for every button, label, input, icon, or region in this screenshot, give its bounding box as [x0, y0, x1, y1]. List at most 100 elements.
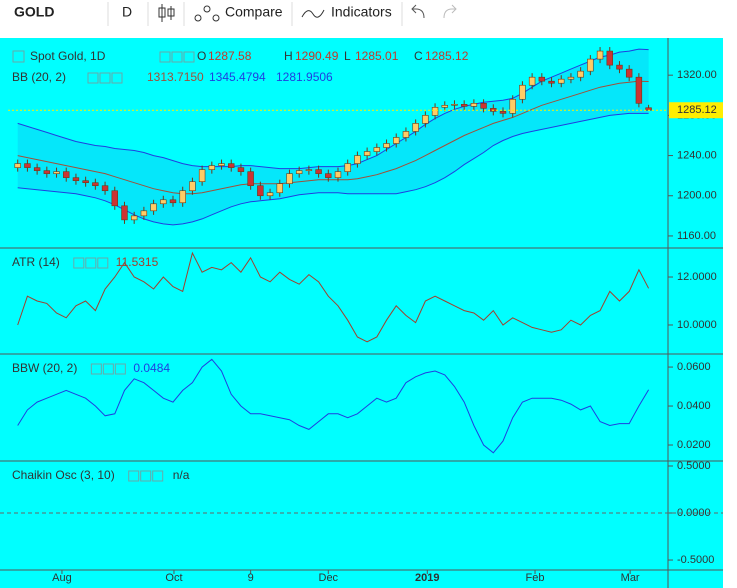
- candle-body: [334, 171, 342, 178]
- candle-body: [295, 170, 303, 174]
- indicator-name: ATR (14): [12, 255, 60, 269]
- ohlc-prefix: O: [197, 49, 206, 63]
- legend-icon-button[interactable]: [159, 51, 171, 63]
- last-price-label: 1285.12: [677, 104, 717, 116]
- legend-icon-button[interactable]: [90, 363, 102, 375]
- candle-body: [237, 167, 245, 172]
- candle-body: [82, 180, 89, 183]
- ohlc-value: 1285.12: [425, 49, 469, 63]
- candle-body: [315, 169, 322, 174]
- chart-area: [0, 38, 723, 588]
- candle-body: [402, 131, 410, 138]
- legend-icon-button[interactable]: [114, 363, 126, 375]
- compare-icon[interactable]: [194, 5, 220, 22]
- candle-body: [198, 169, 206, 182]
- candle-body: [354, 155, 361, 164]
- candle-body: [587, 58, 594, 72]
- indicator-value: 1281.9506: [276, 70, 333, 84]
- candle-body: [528, 76, 536, 86]
- x-tick-label: Aug: [52, 572, 72, 584]
- candle-body: [567, 76, 575, 80]
- candle-body: [247, 171, 254, 187]
- candle-body: [363, 151, 371, 156]
- y-tick-label: 1240.00: [677, 149, 717, 161]
- candle-body: [616, 64, 623, 70]
- toolbar: [0, 0, 737, 30]
- indicators-icon[interactable]: [301, 9, 325, 18]
- undo-button[interactable]: [411, 4, 425, 19]
- interval[interactable]: D: [122, 4, 132, 20]
- legend-icon-button[interactable]: [140, 470, 152, 482]
- indicator-line: [17, 251, 650, 343]
- candle-body: [63, 171, 70, 178]
- candle-body: [412, 123, 419, 132]
- legend-icon-button[interactable]: [171, 51, 183, 63]
- candle-body: [53, 171, 60, 174]
- candle-body: [111, 190, 118, 207]
- ohlc-value: 1290.49: [295, 49, 339, 63]
- legend-icon-button[interactable]: [85, 257, 97, 269]
- legend-icon-button[interactable]: [128, 470, 140, 482]
- x-tick-label: Mar: [621, 572, 640, 584]
- candle-body: [160, 199, 167, 205]
- legend-icon-button[interactable]: [183, 51, 195, 63]
- y-tick-label: 0.0200: [677, 439, 711, 451]
- candle-body: [538, 76, 546, 82]
- y-tick-label: 0.0400: [677, 400, 711, 412]
- legend-icon-button[interactable]: [73, 257, 85, 269]
- y-tick-label: 0.0600: [677, 361, 711, 373]
- candle-body: [344, 163, 351, 172]
- candle-body: [596, 50, 604, 60]
- candle-body: [451, 104, 458, 106]
- legend-icon-button[interactable]: [111, 72, 123, 84]
- candle-body: [140, 210, 148, 217]
- redo-button[interactable]: [443, 4, 457, 19]
- candle-body: [548, 80, 555, 84]
- candle-body: [558, 78, 565, 84]
- candle-body: [43, 170, 51, 174]
- candle-body: [189, 181, 196, 192]
- symbol[interactable]: GOLD: [14, 4, 54, 20]
- legend-icon-button[interactable]: [99, 72, 111, 84]
- legend-layer: Spot Gold, 1D O 1287.58 H 1290.49 L 1285.01 C 12…: [12, 49, 469, 482]
- indicator-value: 0.0484: [133, 361, 170, 375]
- chart-style-icon[interactable]: [158, 4, 175, 22]
- candle-body: [625, 68, 633, 78]
- legend-icon-button[interactable]: [87, 72, 99, 84]
- y-tick-label: 1200.00: [677, 190, 717, 202]
- legend-icon-button[interactable]: [152, 470, 164, 482]
- candle-body: [480, 103, 487, 109]
- candle-body: [276, 183, 283, 194]
- y-tick-label: -0.5000: [677, 554, 714, 566]
- indicator-name: Chaikin Osc (3, 10): [12, 468, 115, 482]
- candle-body: [286, 173, 293, 184]
- legend-toggle-button[interactable]: [12, 50, 25, 63]
- ohlc-value: 1287.58: [208, 49, 252, 63]
- candle-body: [606, 50, 613, 66]
- compare-button[interactable]: Compare: [225, 4, 283, 20]
- candle-body: [72, 177, 80, 181]
- indicator-value: 1313.7150: [147, 70, 204, 84]
- candle-body: [92, 182, 99, 187]
- ohlc-prefix: H: [284, 49, 293, 63]
- legend-icon-button[interactable]: [97, 257, 109, 269]
- candle-body: [169, 199, 177, 204]
- indicator-status: n/a: [173, 468, 190, 482]
- ohlc-prefix: L: [344, 49, 351, 63]
- candle-body: [441, 105, 448, 108]
- band-line: [17, 80, 649, 195]
- candle-body: [422, 115, 429, 124]
- legend-icon-button[interactable]: [102, 363, 114, 375]
- candle-body: [179, 190, 186, 204]
- candle-body: [228, 163, 235, 168]
- x-tick-label: Dec: [319, 572, 339, 584]
- candle-body: [577, 70, 584, 78]
- candle-body: [257, 185, 264, 197]
- indicator-name: BBW (20, 2): [12, 361, 77, 375]
- chart-title: Spot Gold, 1D: [30, 49, 106, 63]
- candle-body: [460, 104, 468, 107]
- y-tick-label: 10.0000: [677, 319, 717, 331]
- candle-body: [499, 111, 507, 114]
- indicators-button[interactable]: Indicators: [331, 4, 392, 20]
